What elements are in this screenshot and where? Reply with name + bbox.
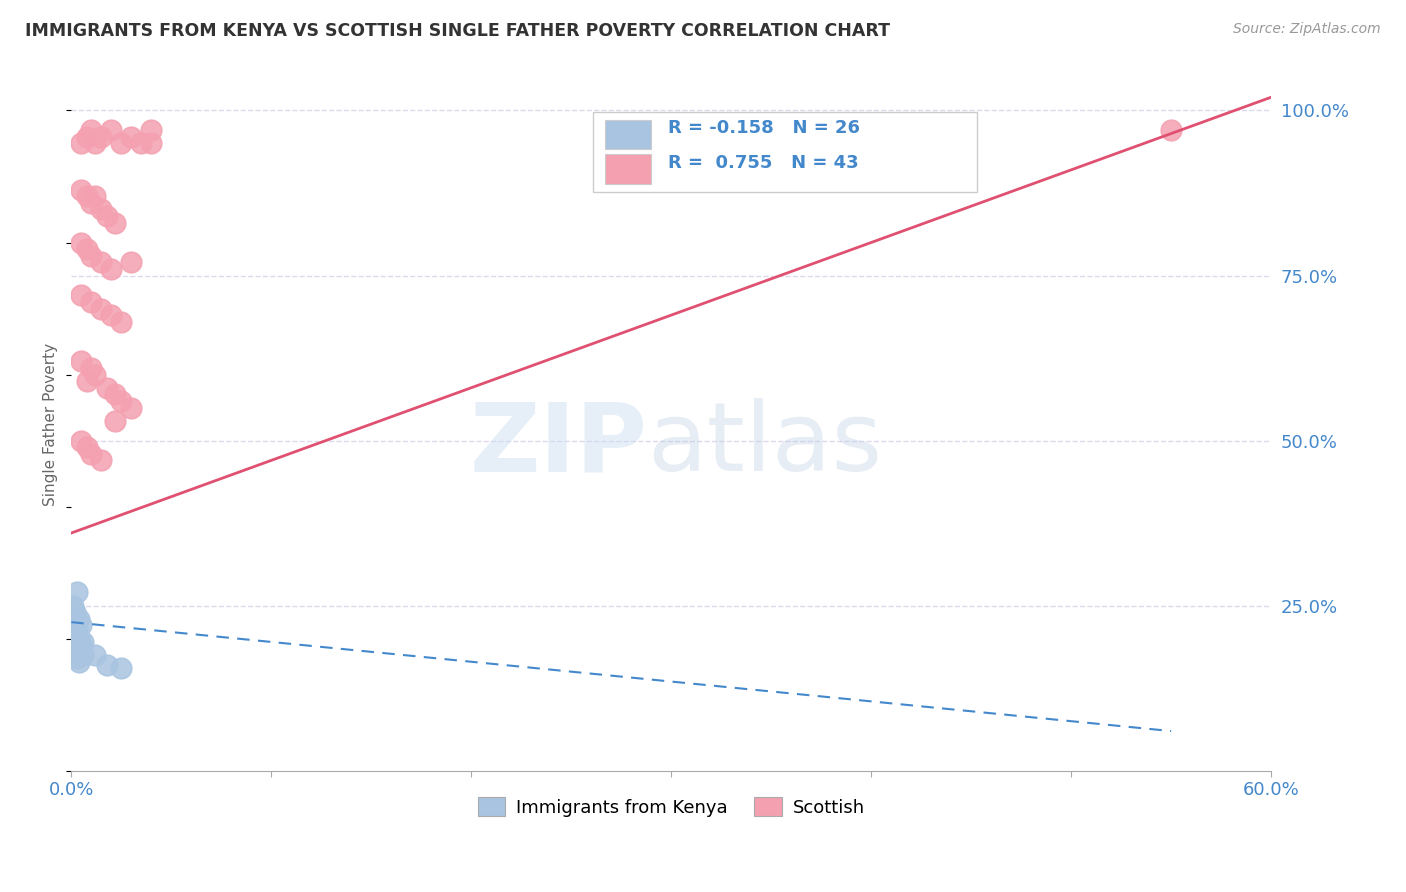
- Point: [90, 453, 112, 467]
- FancyBboxPatch shape: [605, 120, 651, 149]
- Point: [70, 354, 93, 368]
- Text: atlas: atlas: [647, 399, 883, 491]
- Point: [120, 129, 142, 144]
- Point: [62, 599, 84, 613]
- Point: [110, 315, 132, 329]
- Point: [65, 618, 87, 632]
- Point: [67, 655, 90, 669]
- Point: [72, 635, 94, 649]
- Point: [70, 618, 93, 632]
- Point: [110, 661, 132, 675]
- Point: [104, 387, 127, 401]
- Point: [67, 632, 90, 646]
- Y-axis label: Single Father Poverty: Single Father Poverty: [44, 343, 58, 506]
- Point: [66, 632, 89, 646]
- Point: [63, 612, 86, 626]
- FancyBboxPatch shape: [605, 154, 651, 184]
- Point: [67, 612, 90, 626]
- Point: [76, 189, 98, 203]
- Point: [66, 622, 89, 636]
- Point: [90, 255, 112, 269]
- Text: R =  0.755   N = 43: R = 0.755 N = 43: [668, 153, 858, 171]
- Point: [100, 123, 122, 137]
- Point: [76, 374, 98, 388]
- Point: [104, 216, 127, 230]
- Point: [70, 288, 93, 302]
- Point: [70, 434, 93, 448]
- Point: [80, 195, 103, 210]
- Point: [80, 447, 103, 461]
- Point: [141, 123, 163, 137]
- Text: ZIP: ZIP: [470, 399, 647, 491]
- Point: [141, 136, 163, 151]
- Point: [66, 585, 89, 599]
- Point: [110, 394, 132, 409]
- Point: [84, 189, 107, 203]
- Point: [84, 368, 107, 382]
- Point: [104, 414, 127, 428]
- Point: [120, 255, 142, 269]
- Point: [62, 625, 84, 640]
- Point: [65, 638, 87, 652]
- Point: [90, 129, 112, 144]
- Point: [80, 294, 103, 309]
- Point: [70, 136, 93, 151]
- Point: [90, 301, 112, 316]
- Point: [84, 136, 107, 151]
- Text: Source: ZipAtlas.com: Source: ZipAtlas.com: [1233, 22, 1381, 37]
- Point: [1160, 123, 1182, 137]
- Point: [96, 209, 118, 223]
- Point: [65, 625, 87, 640]
- Point: [100, 308, 122, 322]
- Legend: Immigrants from Kenya, Scottish: Immigrants from Kenya, Scottish: [471, 790, 872, 824]
- Point: [80, 360, 103, 375]
- FancyBboxPatch shape: [593, 112, 977, 192]
- Point: [70, 183, 93, 197]
- Point: [60, 632, 83, 646]
- Point: [76, 129, 98, 144]
- Point: [65, 605, 87, 619]
- Point: [110, 136, 132, 151]
- Point: [76, 440, 98, 454]
- Point: [90, 202, 112, 217]
- Text: R = -0.158   N = 26: R = -0.158 N = 26: [668, 119, 859, 137]
- Point: [70, 638, 93, 652]
- Point: [84, 648, 107, 662]
- Point: [66, 651, 89, 665]
- Point: [72, 648, 94, 662]
- Point: [96, 381, 118, 395]
- Point: [129, 136, 152, 151]
- Point: [96, 658, 118, 673]
- Point: [100, 261, 122, 276]
- Point: [120, 401, 142, 415]
- Point: [67, 635, 90, 649]
- Point: [80, 249, 103, 263]
- Point: [76, 242, 98, 256]
- Text: IMMIGRANTS FROM KENYA VS SCOTTISH SINGLE FATHER POVERTY CORRELATION CHART: IMMIGRANTS FROM KENYA VS SCOTTISH SINGLE…: [25, 22, 890, 40]
- Point: [62, 618, 84, 632]
- Point: [63, 632, 86, 646]
- Point: [65, 645, 87, 659]
- Point: [70, 235, 93, 250]
- Point: [80, 123, 103, 137]
